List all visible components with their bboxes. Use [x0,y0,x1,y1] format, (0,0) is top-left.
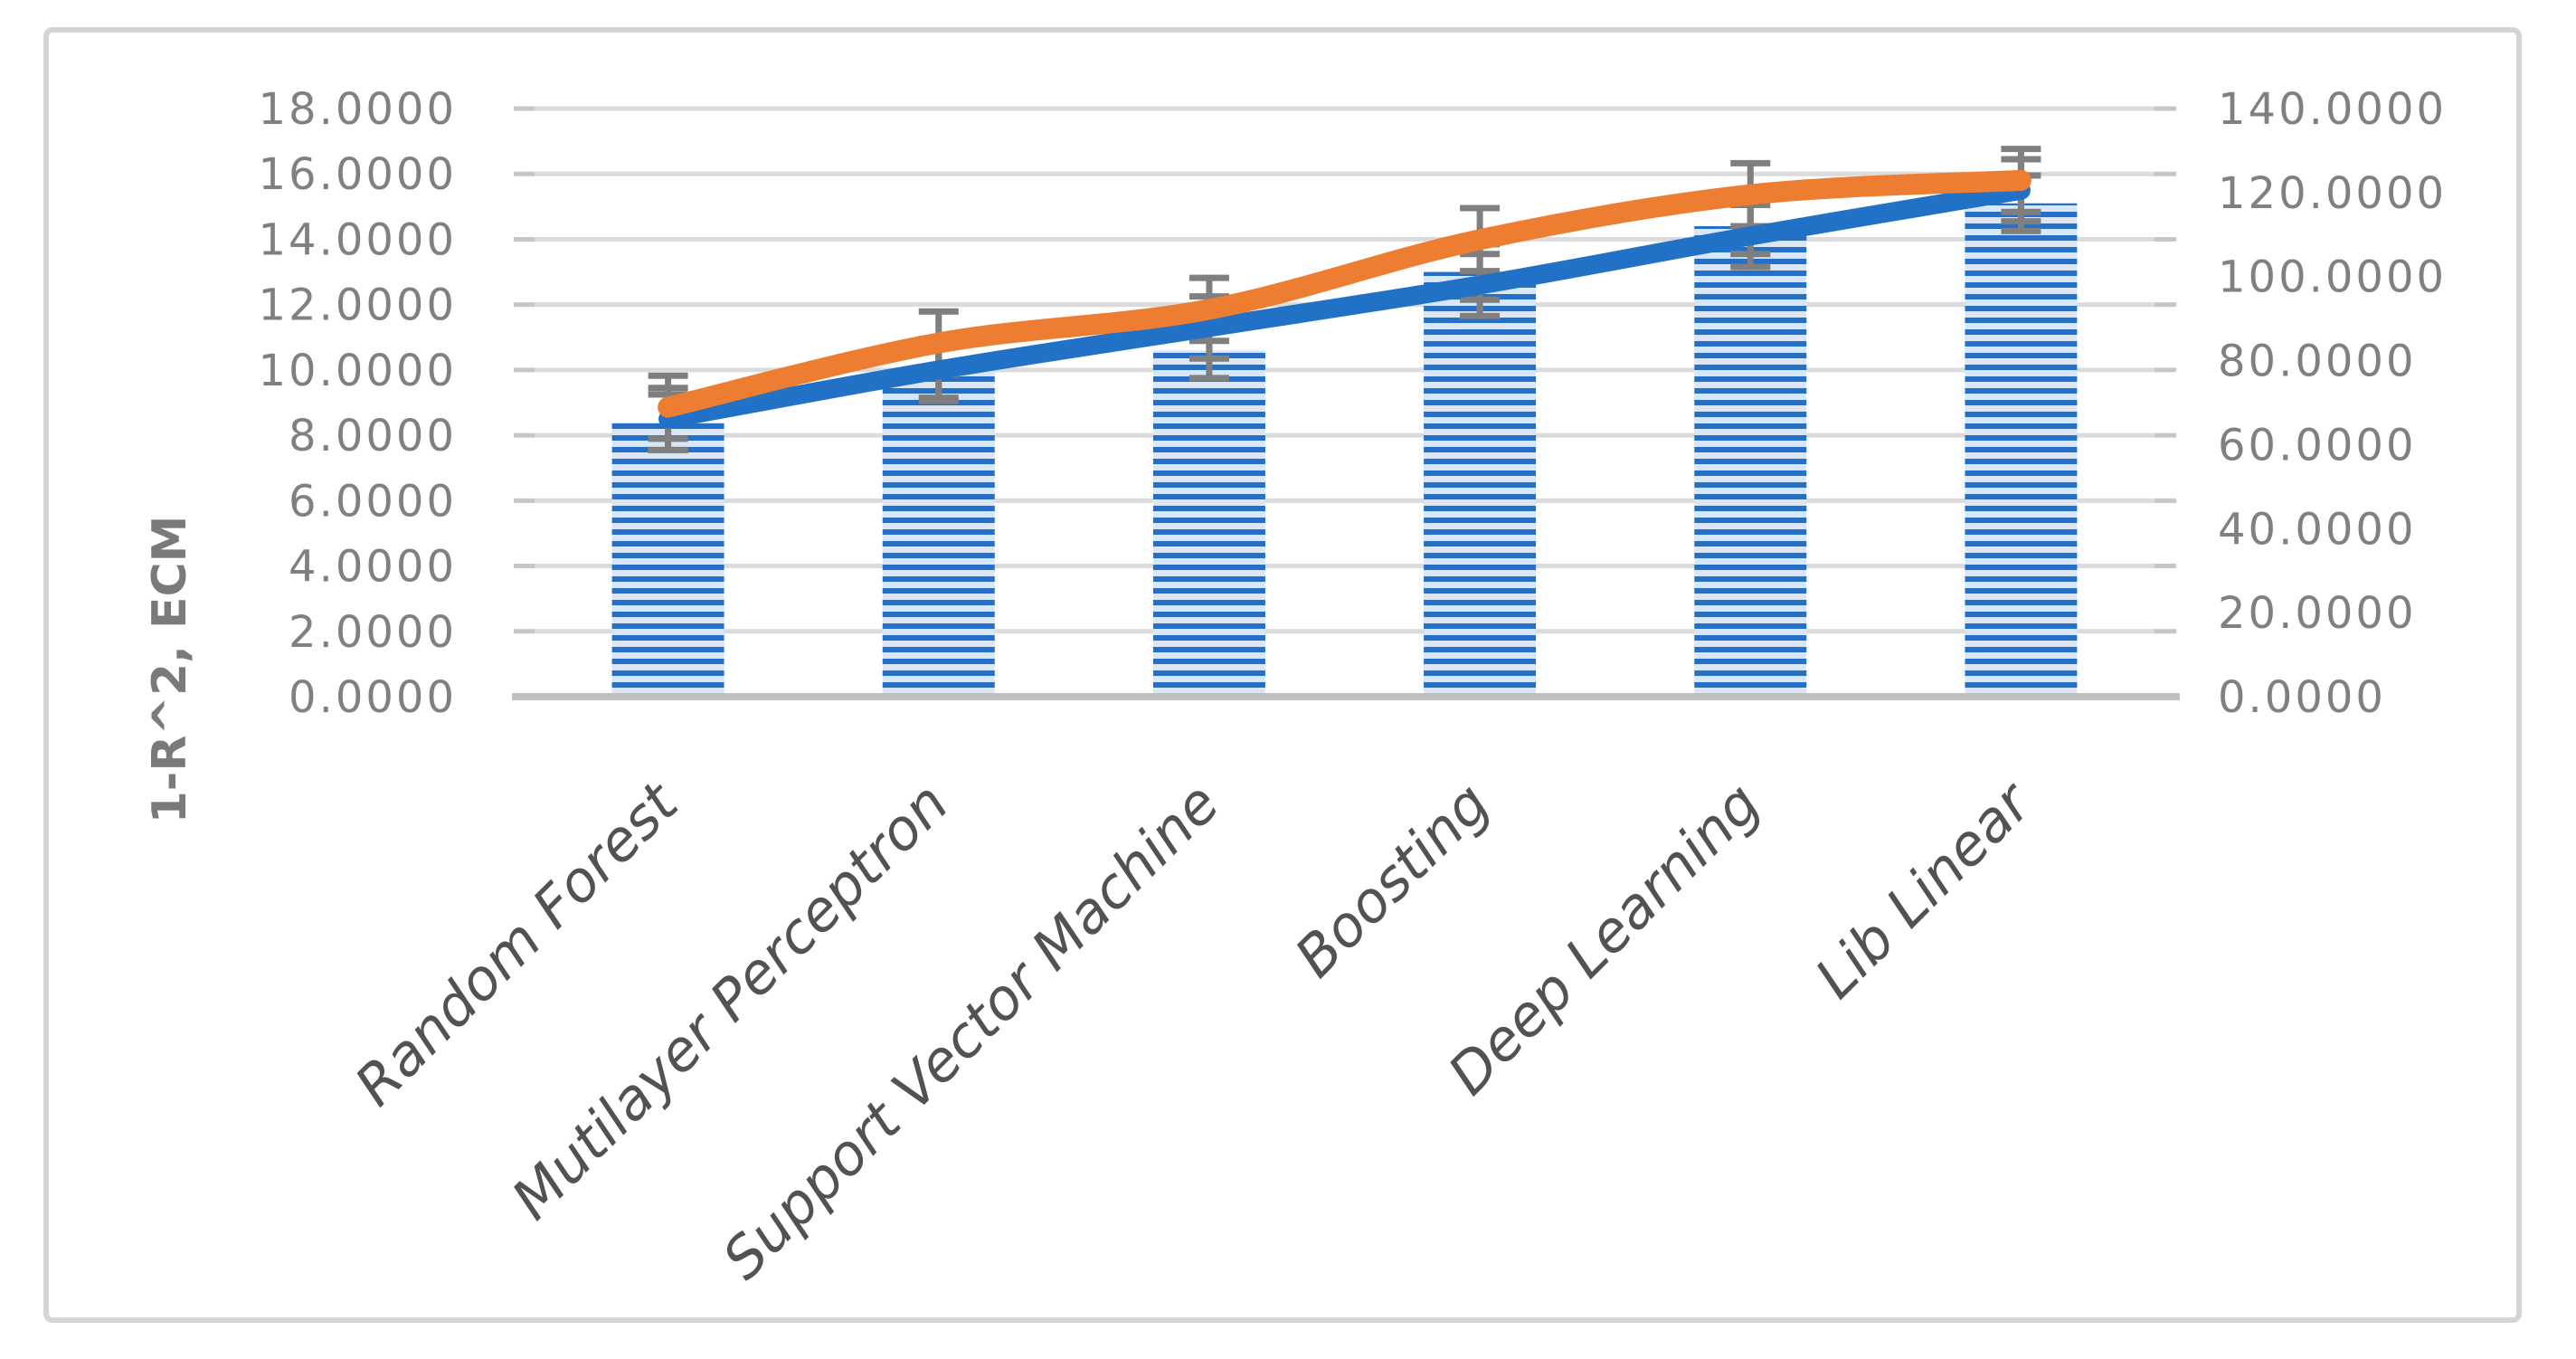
left-axis-tick-label: 4.0000 [289,542,457,593]
category-label: Lib Linear [1803,768,2046,1012]
chart-frame [43,27,2522,1323]
right-axis-tick-label: 80.0000 [2218,337,2417,387]
category-label: Support Vector Machine [710,770,1232,1292]
line-primary [658,180,2031,429]
left-axis-tick-label: 6.0000 [289,476,457,527]
category-label: Boosting [1283,770,1502,990]
left-axis-tick-label: 14.0000 [259,214,458,265]
category-label: Mutilayer Perceptron [499,770,961,1232]
bar [1424,271,1537,697]
left-axis-tick-label: 18.0000 [259,84,458,135]
bar [1965,203,2078,697]
bar [1694,226,1807,697]
right-axis-tick-label: 120.0000 [2218,168,2447,219]
right-axis-tick-label: 0.0000 [2218,672,2386,723]
left-axis-tick-label: 2.0000 [289,607,457,658]
line-secondary [658,169,2031,418]
right-axis-tick-label: 40.0000 [2218,504,2417,555]
right-axis-tick-label: 60.0000 [2218,420,2417,470]
left-axis-tick-label: 0.0000 [289,672,457,723]
bar [1152,350,1265,697]
left-axis-title: 1-R^2, ECM [143,516,197,824]
right-axis-tick-label: 140.0000 [2218,84,2447,135]
left-axis-tick-label: 16.0000 [259,149,458,200]
right-axis-tick-label: 100.0000 [2218,252,2447,303]
left-axis-tick-label: 12.0000 [259,280,458,331]
bar [611,422,724,697]
right-axis-tick-label: 20.0000 [2218,588,2417,639]
left-axis-tick-label: 10.0000 [259,346,458,396]
left-axis-tick-label: 8.0000 [289,411,457,461]
bar [882,369,995,697]
